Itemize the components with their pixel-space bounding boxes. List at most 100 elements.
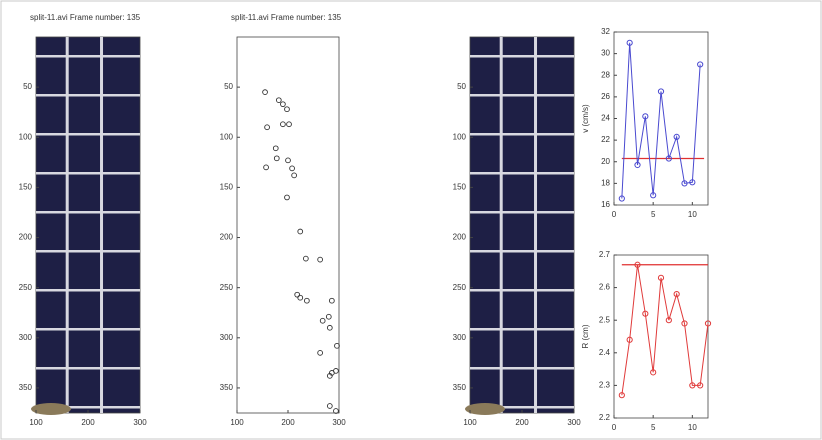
x-tick-label: 300 xyxy=(133,418,147,427)
x-tick-label: 200 xyxy=(81,418,95,427)
plot-area xyxy=(35,36,141,414)
point xyxy=(297,294,304,301)
point xyxy=(264,124,270,131)
point xyxy=(291,172,297,179)
y-tick-label: 100 xyxy=(453,132,467,141)
image-grid-bar xyxy=(534,37,538,413)
marker xyxy=(657,88,665,95)
marker xyxy=(642,310,649,317)
y-tick-label: 22 xyxy=(601,135,610,144)
marker xyxy=(673,291,680,298)
image-grid-bar xyxy=(36,94,140,97)
point xyxy=(303,255,309,262)
y-tick-label: 150 xyxy=(19,183,33,192)
y-tick-label: 350 xyxy=(220,383,234,392)
x-tick-label: 100 xyxy=(463,418,477,427)
y-axis-label: v (cm/s) xyxy=(581,104,590,133)
x-tick-label: 5 xyxy=(651,423,656,432)
series-line xyxy=(621,264,709,396)
y-tick-label: 26 xyxy=(601,92,610,101)
marker xyxy=(626,336,633,343)
image-grid-bar xyxy=(470,328,574,331)
y-tick-label: 18 xyxy=(601,178,610,187)
point xyxy=(294,291,301,298)
marker xyxy=(618,392,625,399)
marker xyxy=(697,61,704,68)
image-grid-bar xyxy=(36,133,140,136)
marker xyxy=(681,180,688,187)
y-tick-label: 150 xyxy=(220,183,234,192)
x-tick-label: 200 xyxy=(515,418,529,427)
marker xyxy=(642,113,649,120)
image-grid-bar xyxy=(36,172,140,175)
image-grid-bar xyxy=(499,37,503,413)
y-tick-label: 50 xyxy=(457,82,466,91)
y-tick-label: 20 xyxy=(601,157,610,166)
y-tick-label: 300 xyxy=(220,333,234,342)
point xyxy=(297,228,304,235)
marker xyxy=(704,320,712,327)
y-tick-label: 200 xyxy=(19,233,33,242)
y-tick-label: 2.3 xyxy=(599,381,611,390)
plot-area xyxy=(469,36,575,414)
marker xyxy=(657,274,665,281)
marker xyxy=(626,39,633,46)
point xyxy=(284,194,290,201)
y-tick-label: 2.6 xyxy=(599,283,611,292)
image-grid-bar xyxy=(36,406,140,409)
point xyxy=(329,297,335,304)
marker xyxy=(650,192,657,199)
y-tick-label: 30 xyxy=(601,49,610,58)
y-tick-label: 2.2 xyxy=(599,413,611,422)
point xyxy=(333,408,339,414)
marker xyxy=(650,369,657,376)
image-grid-bar xyxy=(36,55,140,58)
chart-title: split-11.avi Frame number: 135 xyxy=(231,13,342,22)
image-grid-bar xyxy=(470,250,574,253)
point xyxy=(304,297,310,304)
point xyxy=(285,157,291,164)
point xyxy=(272,145,279,152)
y-tick-label: 2.4 xyxy=(599,348,611,357)
y-tick-label: 16 xyxy=(601,200,610,209)
x-tick-label: 0 xyxy=(612,423,617,432)
y-tick-label: 300 xyxy=(453,333,467,342)
marker xyxy=(665,317,672,324)
chart-title: split-11.avi Frame number: 135 xyxy=(30,13,141,22)
image-grid-bar xyxy=(65,37,69,413)
marker xyxy=(697,382,704,389)
point xyxy=(275,97,282,104)
marker xyxy=(689,179,696,186)
marker xyxy=(673,133,680,140)
image-grid-bar xyxy=(36,211,140,214)
y-tick-label: 2.5 xyxy=(599,315,611,324)
image-grid-bar xyxy=(36,289,140,292)
point xyxy=(325,313,332,320)
image-blob xyxy=(31,403,71,415)
point xyxy=(326,403,333,409)
y-tick-label: 250 xyxy=(19,283,33,292)
point xyxy=(286,121,292,128)
x-tick-label: 300 xyxy=(567,418,581,427)
marker xyxy=(618,195,625,202)
point xyxy=(263,164,269,171)
x-tick-label: 5 xyxy=(651,210,656,219)
x-tick-label: 10 xyxy=(688,423,697,432)
image-grid-bar xyxy=(470,367,574,370)
image-grid-bar xyxy=(470,406,574,409)
plot-area xyxy=(236,36,340,414)
marker xyxy=(665,155,672,162)
x-tick-label: 100 xyxy=(230,418,244,427)
image-grid-bar xyxy=(100,37,104,413)
image-grid-bar xyxy=(36,250,140,253)
point xyxy=(333,368,339,374)
point xyxy=(280,121,286,128)
y-tick-label: 50 xyxy=(23,82,32,91)
image-grid-bar xyxy=(470,133,574,136)
point xyxy=(319,317,326,324)
x-tick-label: 0 xyxy=(612,210,617,219)
image-grid-bar xyxy=(36,367,140,370)
point xyxy=(317,349,323,356)
